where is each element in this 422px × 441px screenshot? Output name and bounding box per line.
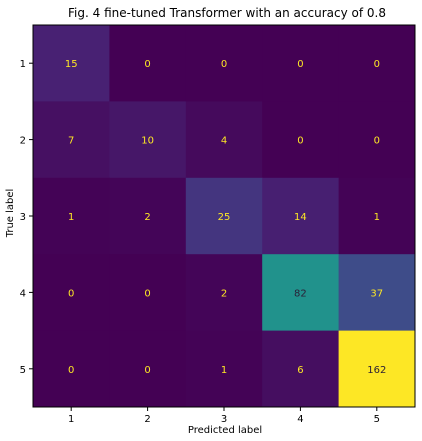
x-tick-label: 4 bbox=[297, 414, 303, 425]
heatmap-cell-value: 2 bbox=[221, 288, 227, 299]
y-tick-label: 1 bbox=[20, 59, 26, 70]
heatmap-cell-value: 0 bbox=[144, 59, 150, 70]
y-tick-label: 4 bbox=[20, 288, 26, 299]
heatmap-cell bbox=[338, 254, 416, 332]
heatmap-cell-value: 7 bbox=[68, 136, 74, 147]
heatmap-cell bbox=[185, 330, 263, 408]
heatmap-cell bbox=[338, 177, 416, 255]
heatmap-cell bbox=[109, 177, 187, 255]
heatmap-cell-value: 0 bbox=[68, 365, 74, 376]
y-tick-label: 3 bbox=[20, 212, 26, 223]
x-axis-ticks: 1 2 3 4 5 bbox=[68, 407, 380, 425]
heatmap-cell-value: 37 bbox=[370, 288, 383, 299]
chart-title: Fig. 4 fine-tuned Transformer with an ac… bbox=[68, 6, 386, 20]
y-axis-ticks: 1 2 3 4 5 bbox=[20, 59, 33, 376]
heatmap-cell bbox=[185, 254, 263, 332]
heatmap-cell-value: 0 bbox=[221, 59, 227, 70]
heatmap-cell bbox=[33, 101, 110, 179]
heatmap-cell bbox=[109, 25, 187, 102]
heatmap-cell-value: 0 bbox=[297, 136, 303, 147]
heatmap-cell bbox=[338, 25, 416, 102]
heatmap-cell bbox=[338, 330, 416, 408]
heatmap-cell bbox=[262, 254, 340, 332]
x-tick-label: 2 bbox=[144, 414, 150, 425]
heatmap-cell bbox=[185, 101, 263, 179]
heatmap-cell-value: 4 bbox=[221, 136, 227, 147]
heatmap-cell-value: 15 bbox=[65, 59, 78, 70]
heatmap-cell-value: 1 bbox=[221, 365, 227, 376]
heatmap-cell bbox=[33, 177, 110, 255]
x-tick-label: 1 bbox=[68, 414, 74, 425]
y-axis-label: True label bbox=[5, 189, 16, 239]
heatmap-cell bbox=[185, 25, 263, 102]
heatmap-cell bbox=[33, 254, 110, 332]
heatmap-cell-value: 14 bbox=[294, 212, 307, 223]
heatmap-cell-value: 2 bbox=[144, 212, 150, 223]
heatmap-cell bbox=[338, 101, 416, 179]
heatmap-cell-value: 6 bbox=[297, 365, 303, 376]
heatmap-cell bbox=[109, 101, 187, 179]
heatmap-cell-value: 162 bbox=[367, 365, 386, 376]
heatmap-cell bbox=[262, 177, 340, 255]
heatmap-cell bbox=[33, 330, 110, 408]
x-tick-label: 3 bbox=[221, 414, 227, 425]
y-tick-label: 2 bbox=[20, 136, 26, 147]
heatmap-cell-value: 0 bbox=[374, 136, 380, 147]
heatmap-cell bbox=[262, 25, 340, 102]
heatmap-cell-value: 82 bbox=[294, 288, 307, 299]
heatmap-cell-value: 10 bbox=[141, 136, 154, 147]
x-tick-label: 5 bbox=[374, 414, 380, 425]
heatmap-cell-labels: 15 0 0 0 07 10 4 0 01 2 25 14 10 0 2 82 370 0 1 6 162 bbox=[65, 59, 387, 376]
heatmap-cell-value: 0 bbox=[374, 59, 380, 70]
heatmap-cell-value: 0 bbox=[144, 365, 150, 376]
heatmap-cell bbox=[109, 254, 187, 332]
heatmap-cell bbox=[185, 177, 263, 255]
heatmap-cell-value: 1 bbox=[374, 212, 380, 223]
heatmap-cell-value: 25 bbox=[218, 212, 231, 223]
heatmap-cell-value: 0 bbox=[68, 288, 74, 299]
heatmap-cell bbox=[262, 101, 340, 179]
heatmap-cell bbox=[33, 25, 110, 102]
heatmap-cell bbox=[109, 330, 187, 408]
heatmap-cell bbox=[262, 330, 340, 408]
heatmap-cells bbox=[33, 25, 416, 408]
heatmap-cell-value: 1 bbox=[68, 212, 74, 223]
y-tick-label: 5 bbox=[20, 365, 26, 376]
heatmap-cell-value: 0 bbox=[297, 59, 303, 70]
heatmap-cell-value: 0 bbox=[144, 288, 150, 299]
x-axis-label: Predicted label bbox=[188, 425, 262, 436]
